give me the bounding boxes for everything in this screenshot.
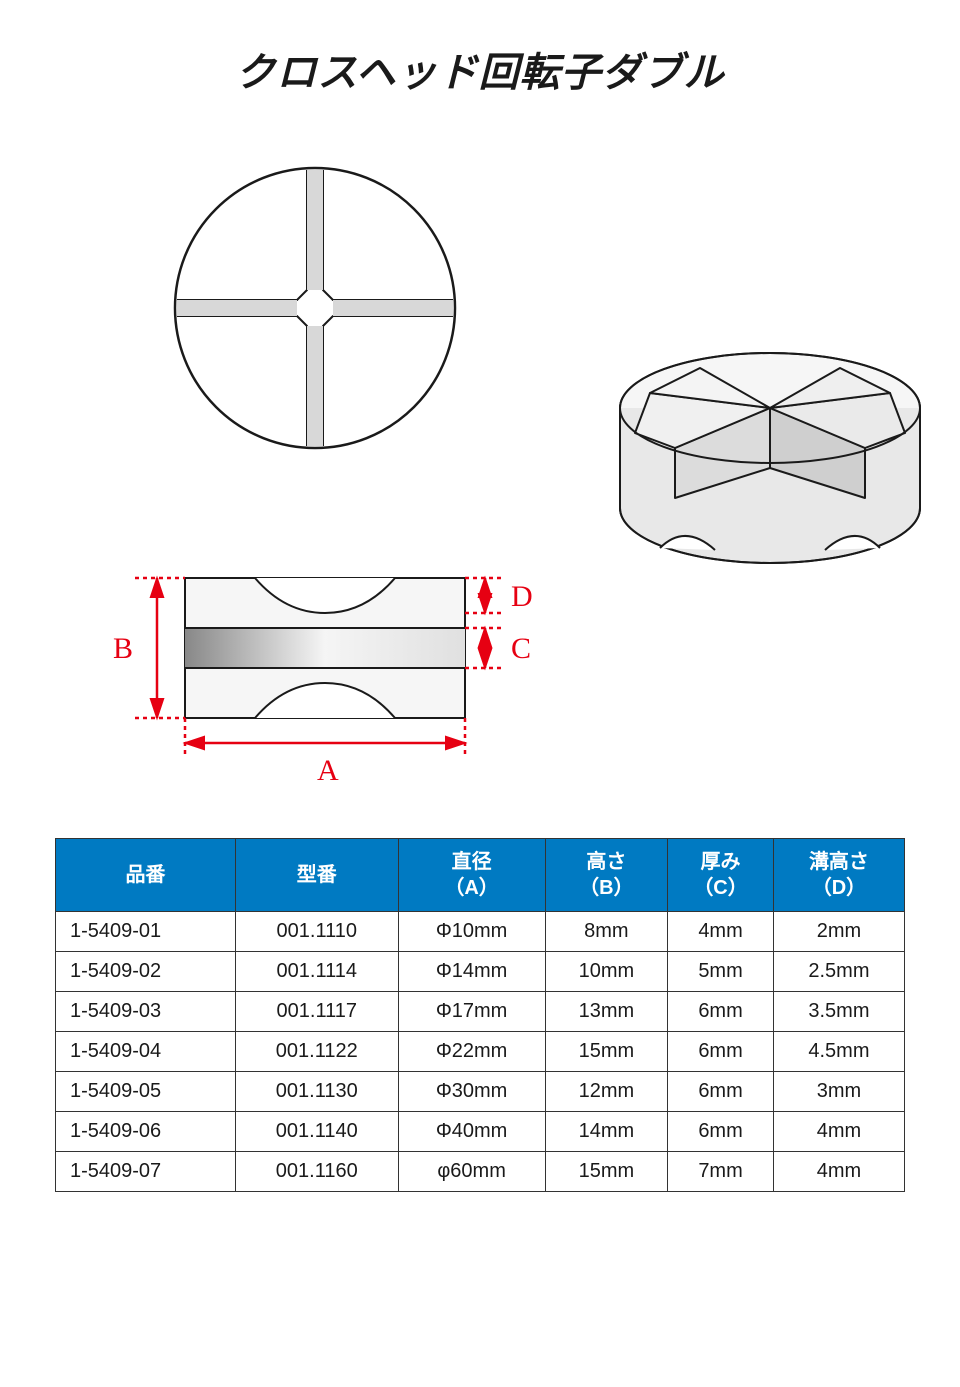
dim-label-a: A: [317, 754, 339, 787]
table-cell: 001.1140: [235, 1112, 398, 1152]
table-cell: 4mm: [773, 1112, 904, 1152]
table-cell: 001.1130: [235, 1072, 398, 1112]
top-view-diagram: [165, 158, 465, 458]
table-cell: 10mm: [545, 952, 668, 992]
table-cell: 13mm: [545, 992, 668, 1032]
table-cell: Φ40mm: [398, 1112, 545, 1152]
table-cell: 2.5mm: [773, 952, 904, 992]
table-cell: Φ30mm: [398, 1072, 545, 1112]
table-cell: 1-5409-01: [56, 912, 236, 952]
table-cell: 5mm: [668, 952, 774, 992]
spec-table: 品番型番直径（A）高さ（B）厚み（C）溝高さ（D） 1-5409-01001.1…: [55, 838, 905, 1192]
table-row: 1-5409-01001.1110Φ10mm8mm4mm2mm: [56, 912, 905, 952]
table-cell: 001.1110: [235, 912, 398, 952]
dim-label-b: B: [113, 632, 133, 665]
dim-label-c: C: [511, 632, 531, 665]
isometric-diagram: [605, 338, 935, 598]
table-cell: 001.1160: [235, 1152, 398, 1192]
table-cell: Φ10mm: [398, 912, 545, 952]
table-row: 1-5409-06001.1140Φ40mm14mm6mm4mm: [56, 1112, 905, 1152]
table-cell: 3mm: [773, 1072, 904, 1112]
table-row: 1-5409-05001.1130Φ30mm12mm6mm3mm: [56, 1072, 905, 1112]
table-cell: φ60mm: [398, 1152, 545, 1192]
table-row: 1-5409-07001.1160φ60mm15mm7mm4mm: [56, 1152, 905, 1192]
table-cell: 6mm: [668, 992, 774, 1032]
table-cell: 1-5409-02: [56, 952, 236, 992]
page-title: クロスヘッド回転子ダブル: [55, 40, 905, 98]
col-header: 型番: [235, 839, 398, 912]
table-cell: 15mm: [545, 1032, 668, 1072]
table-cell: 4.5mm: [773, 1032, 904, 1072]
col-header: 溝高さ（D）: [773, 839, 904, 912]
table-row: 1-5409-04001.1122Φ22mm15mm6mm4.5mm: [56, 1032, 905, 1072]
side-view-diagram: A B C D: [95, 558, 555, 798]
table-cell: 15mm: [545, 1152, 668, 1192]
table-cell: Φ22mm: [398, 1032, 545, 1072]
table-cell: 001.1117: [235, 992, 398, 1032]
col-header: 高さ（B）: [545, 839, 668, 912]
col-header: 品番: [56, 839, 236, 912]
diagram-area: A B C D: [55, 158, 905, 798]
table-cell: 1-5409-03: [56, 992, 236, 1032]
table-cell: 1-5409-07: [56, 1152, 236, 1192]
table-cell: Φ17mm: [398, 992, 545, 1032]
col-header: 厚み（C）: [668, 839, 774, 912]
table-cell: 1-5409-05: [56, 1072, 236, 1112]
table-cell: 6mm: [668, 1072, 774, 1112]
table-cell: Φ14mm: [398, 952, 545, 992]
table-cell: 1-5409-06: [56, 1112, 236, 1152]
table-cell: 6mm: [668, 1032, 774, 1072]
table-cell: 12mm: [545, 1072, 668, 1112]
table-row: 1-5409-03001.1117Φ17mm13mm6mm3.5mm: [56, 992, 905, 1032]
table-cell: 6mm: [668, 1112, 774, 1152]
col-header: 直径（A）: [398, 839, 545, 912]
table-cell: 1-5409-04: [56, 1032, 236, 1072]
table-row: 1-5409-02001.1114Φ14mm10mm5mm2.5mm: [56, 952, 905, 992]
table-cell: 7mm: [668, 1152, 774, 1192]
table-cell: 4mm: [773, 1152, 904, 1192]
table-cell: 001.1122: [235, 1032, 398, 1072]
table-cell: 4mm: [668, 912, 774, 952]
table-cell: 3.5mm: [773, 992, 904, 1032]
table-cell: 001.1114: [235, 952, 398, 992]
dim-label-d: D: [511, 580, 533, 613]
table-cell: 8mm: [545, 912, 668, 952]
table-cell: 2mm: [773, 912, 904, 952]
table-cell: 14mm: [545, 1112, 668, 1152]
